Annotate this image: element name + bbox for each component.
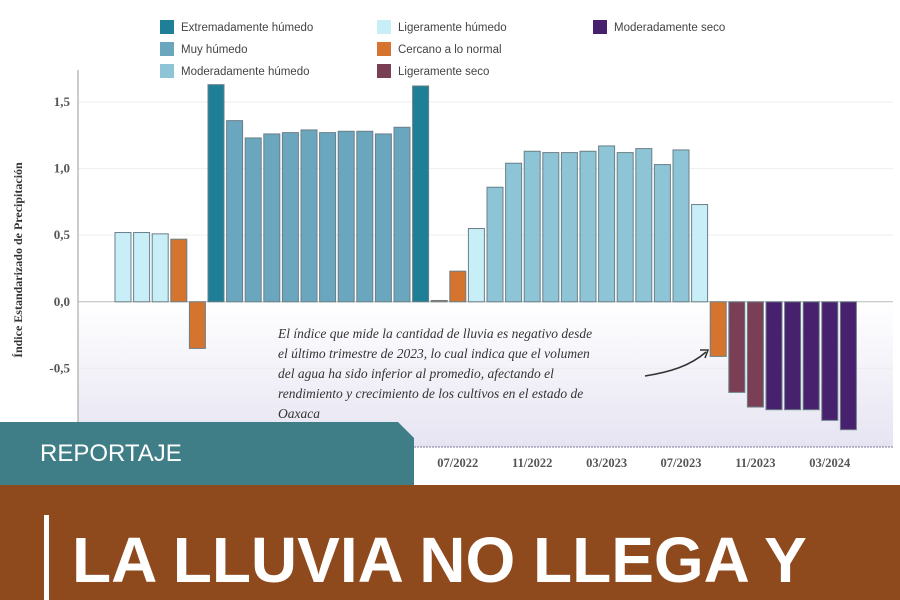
legend-label: Cercano a lo normal	[398, 44, 502, 56]
bar	[170, 238, 188, 303]
x-tick-label: 07/2022	[437, 456, 478, 470]
annotation-line: del agua ha sido inferior al promedio, a…	[278, 366, 554, 381]
x-tick-label: 11/2023	[735, 456, 775, 470]
headline-rule	[44, 515, 49, 600]
annotation-arrowhead	[700, 349, 710, 359]
y-tick-label: 0,0	[54, 294, 70, 309]
legend-label: Moderadamente seco	[614, 22, 725, 34]
x-tick-label: 11/2022	[512, 456, 552, 470]
bar	[542, 152, 560, 303]
bar	[430, 299, 448, 303]
legend-swatch	[377, 20, 391, 34]
annotation-line: Oaxaca	[278, 406, 320, 421]
bar	[226, 120, 244, 303]
bar	[616, 152, 634, 303]
bar	[281, 132, 299, 303]
plot: -0,5 0,0 0,5 1,0 1,5 Extremadamente húmedo Muy…	[49, 20, 893, 470]
headline-band	[0, 485, 900, 600]
bar	[839, 301, 857, 431]
bar	[691, 204, 709, 303]
annotation-line: El índice que mide la cantidad de lluvia…	[277, 326, 592, 341]
legend-label: Moderadamente húmedo	[181, 66, 310, 78]
bar	[802, 301, 820, 411]
bar	[412, 85, 430, 303]
bar	[523, 150, 541, 303]
bar	[393, 126, 411, 303]
legend-label: Extremadamente húmedo	[181, 22, 313, 34]
annotation-arrow	[644, 351, 707, 377]
bar	[133, 232, 151, 303]
bar	[337, 130, 355, 303]
bar	[207, 84, 225, 303]
section-banner	[0, 422, 414, 485]
annotation: El índice que mide la cantidad de lluvia…	[277, 326, 592, 421]
x-tick-label: 03/2024	[809, 456, 851, 470]
bar	[467, 228, 485, 303]
bar	[784, 301, 802, 411]
bar	[188, 301, 206, 349]
bar	[505, 162, 523, 303]
bar	[356, 130, 374, 303]
bar	[244, 137, 262, 303]
bar	[263, 133, 281, 303]
bar	[151, 233, 169, 303]
x-tick-label: 03/2023	[586, 456, 627, 470]
bar	[114, 232, 132, 303]
bar	[635, 148, 653, 303]
y-tick-label: 1,0	[54, 161, 70, 176]
legend-swatch	[593, 20, 607, 34]
bar	[319, 132, 337, 303]
legend-label: Muy húmedo	[181, 44, 247, 56]
legend-swatch	[377, 42, 391, 56]
legend-label: Ligeramente seco	[398, 66, 489, 78]
bar	[598, 145, 616, 303]
bar	[449, 270, 467, 303]
y-axis-label: Índice Estandarizado de Precipitación	[11, 162, 25, 358]
bar	[300, 129, 318, 303]
bar	[653, 164, 671, 303]
y-tick-label: 0,5	[54, 227, 71, 242]
bar	[821, 301, 839, 421]
bar	[579, 150, 597, 303]
x-tick-label: 07/2023	[661, 456, 702, 470]
bar	[728, 301, 746, 393]
legend-swatch	[160, 42, 174, 56]
bar	[672, 149, 690, 303]
bar	[374, 133, 392, 303]
legend-swatch	[160, 20, 174, 34]
bar	[486, 186, 504, 303]
headline: LA LLUVIA NO LLEGA Y	[72, 524, 807, 596]
bar	[560, 152, 578, 303]
bar	[746, 301, 764, 408]
annotation-line: el último trimestre de 2023, lo cual ind…	[278, 346, 590, 361]
legend-swatch	[377, 64, 391, 78]
bar	[709, 301, 727, 357]
legend-label: Ligeramente húmedo	[398, 22, 507, 34]
legend-swatch	[160, 64, 174, 78]
bar	[765, 301, 783, 411]
section-label: REPORTAJE	[40, 440, 182, 467]
y-tick-label: -0,5	[49, 360, 70, 375]
annotation-line: rendimiento y crecimiento de los cultivo…	[278, 386, 583, 401]
y-tick-label: 1,5	[54, 94, 71, 109]
